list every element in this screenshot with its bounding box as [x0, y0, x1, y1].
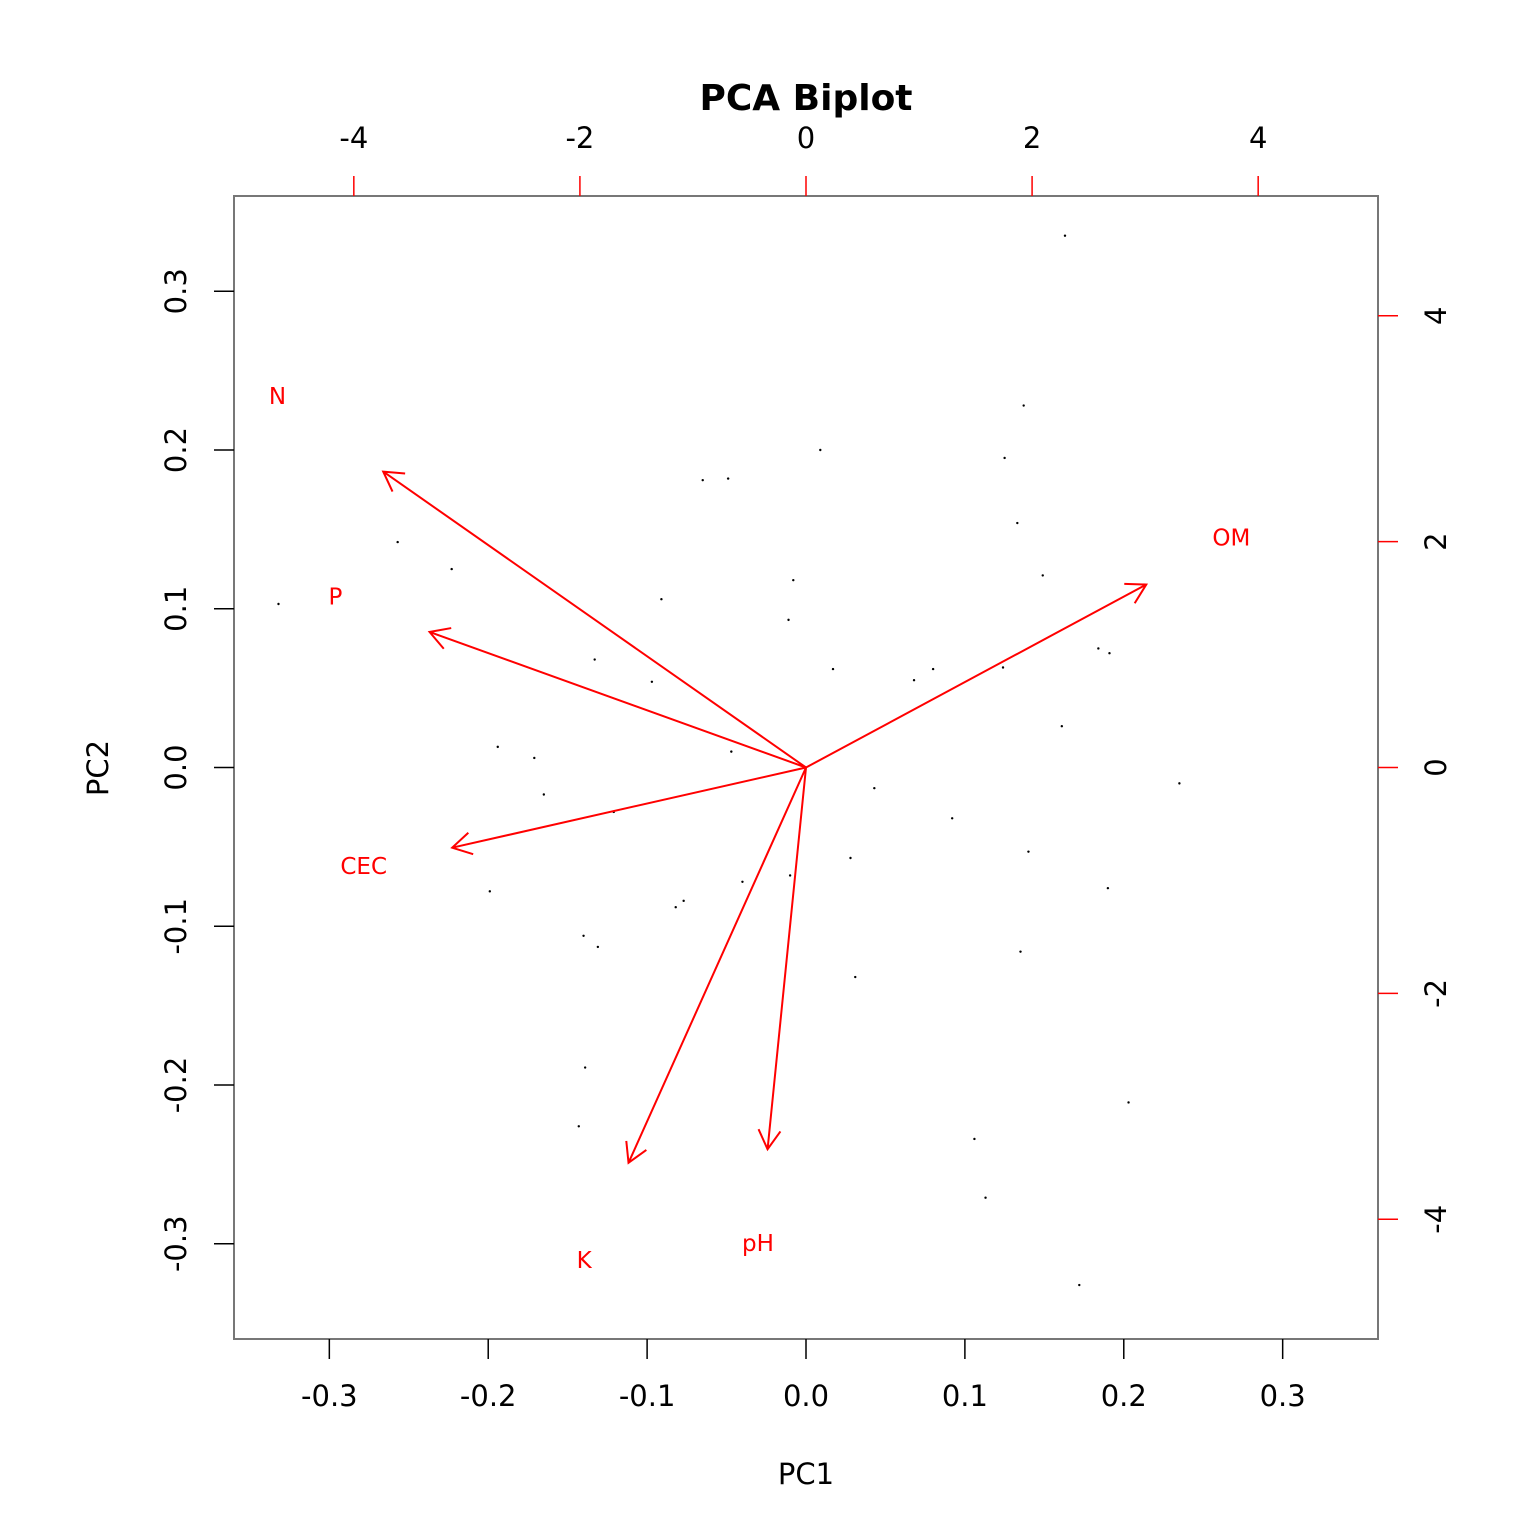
loading-arrow: [805, 582, 1149, 769]
score-point: [741, 880, 744, 883]
score-point: [701, 478, 704, 482]
score-point: [542, 793, 546, 796]
score-point: [819, 448, 822, 452]
y2-tick-label: 0: [1419, 758, 1453, 776]
loading-arrow: [757, 767, 807, 1152]
x-tick-label: -0.1: [619, 1379, 676, 1413]
x2-tick-label: 0: [797, 121, 815, 155]
loading-label: OM: [1212, 525, 1250, 551]
score-point: [396, 540, 399, 544]
score-point: [854, 975, 857, 979]
score-point: [1127, 1101, 1130, 1104]
score-point: [912, 678, 916, 682]
score-point: [674, 906, 677, 909]
score-point: [792, 578, 795, 582]
score-point: [730, 750, 733, 753]
loading-arrow: [381, 470, 807, 769]
x2-tick-label: 2: [1023, 121, 1041, 155]
x-tick-label: 0.1: [942, 1379, 988, 1413]
score-point: [1016, 521, 1019, 525]
score-point: [973, 1137, 976, 1141]
x-tick-label: -0.2: [460, 1379, 517, 1413]
x2-tick-label: -2: [565, 121, 594, 155]
score-point: [1022, 404, 1025, 407]
score-point: [1060, 725, 1064, 728]
score-point: [787, 618, 790, 622]
score-point: [984, 1196, 987, 1199]
x-tick-label: -0.3: [301, 1379, 358, 1413]
score-point: [788, 874, 792, 877]
loading-label: K: [577, 1248, 593, 1274]
x-tick-label: 0.3: [1260, 1379, 1306, 1413]
score-point: [1001, 666, 1005, 669]
loading-label: N: [269, 384, 286, 410]
score-point: [1019, 950, 1022, 953]
score-point: [1178, 782, 1181, 785]
score-point: [593, 658, 596, 661]
score-point: [1041, 574, 1044, 577]
score-point: [488, 890, 492, 893]
chart-title: PCA Biplot: [699, 78, 912, 119]
score-point: [726, 477, 730, 480]
loading-label: P: [329, 585, 343, 611]
y-tick-label: -0.3: [159, 1215, 193, 1272]
score-point: [582, 934, 585, 937]
score-point: [650, 680, 654, 683]
score-point: [1097, 647, 1100, 650]
score-point: [596, 945, 600, 949]
y-tick-label: 0.1: [159, 586, 193, 632]
x-tick-label: 0.2: [1101, 1379, 1147, 1413]
score-point: [849, 856, 852, 860]
score-point: [873, 786, 876, 790]
loading-arrow: [625, 767, 807, 1165]
y-tick-label: 0.3: [159, 268, 193, 314]
loading-label: CEC: [340, 854, 387, 880]
loading-label: pH: [742, 1231, 774, 1257]
x2-tick-label: -4: [339, 121, 368, 155]
score-point: [1003, 456, 1006, 460]
score-point: [1108, 652, 1111, 655]
x-tick-label: 0.0: [783, 1379, 829, 1413]
score-point: [583, 1066, 587, 1069]
score-point: [1078, 1283, 1081, 1287]
score-point: [950, 817, 954, 820]
y-axis-label: PC2: [81, 740, 115, 796]
y-tick-label: 0.0: [159, 744, 193, 790]
y-tick-label: -0.1: [159, 898, 193, 955]
y2-tick-label: 4: [1419, 306, 1453, 324]
score-point: [533, 756, 536, 760]
score-point: [577, 1125, 580, 1128]
y2-tick-label: -2: [1419, 979, 1453, 1008]
score-point: [831, 667, 835, 671]
score-point: [1027, 850, 1030, 853]
score-point: [682, 899, 685, 903]
y2-tick-label: 2: [1419, 532, 1453, 550]
x-axis-label: PC1: [778, 1457, 834, 1491]
score-point: [496, 745, 499, 749]
score-point: [277, 602, 280, 606]
score-point: [450, 567, 453, 571]
y2-tick-label: -4: [1419, 1205, 1453, 1234]
score-point: [1063, 234, 1067, 237]
loading-arrow: [450, 766, 807, 856]
score-point: [931, 667, 935, 671]
score-point: [660, 598, 663, 601]
y-tick-label: -0.2: [159, 1057, 193, 1114]
loading-arrow: [427, 627, 807, 769]
x2-tick-label: 4: [1249, 121, 1267, 155]
score-point: [1106, 886, 1110, 890]
y-tick-label: 0.2: [159, 427, 193, 473]
